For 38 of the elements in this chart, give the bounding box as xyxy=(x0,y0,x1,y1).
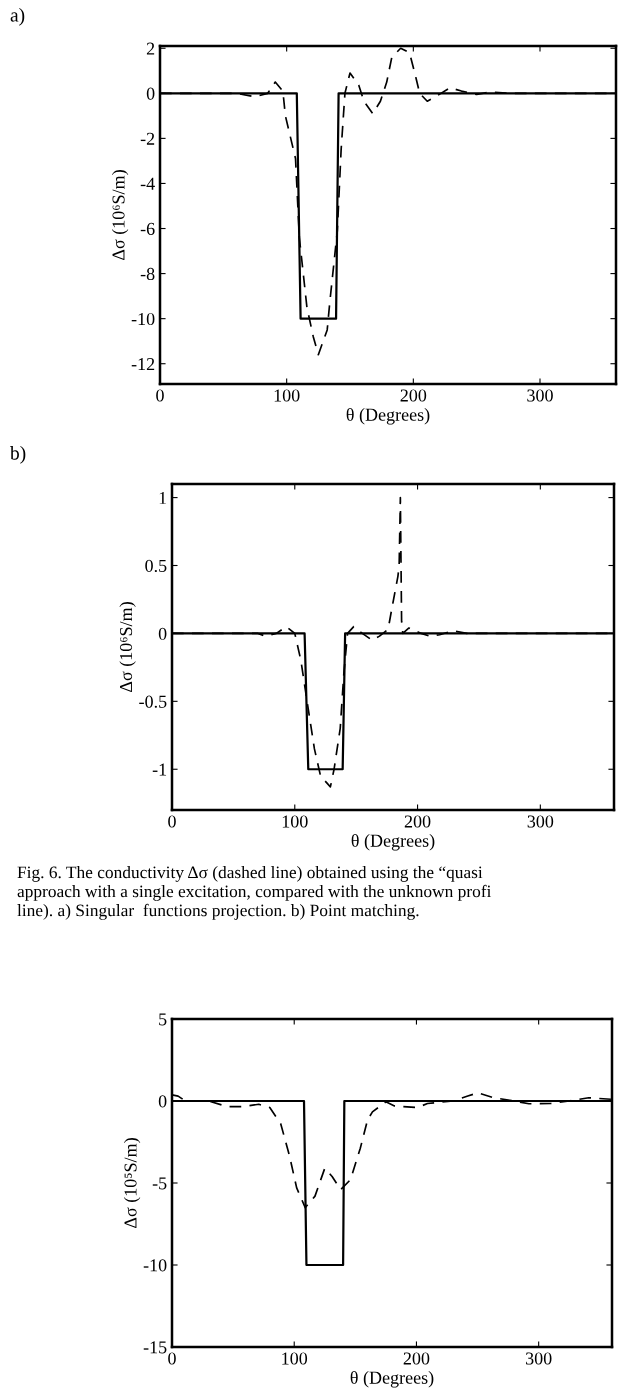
y-tick-label: -4 xyxy=(140,177,155,190)
y-tick-label: -8 xyxy=(140,267,155,281)
x-tick-label: 0 xyxy=(168,815,176,828)
x-tick-label: 200 xyxy=(403,1352,430,1365)
caption: Fig. 6. The conductivity Δσ (dashed line) obtained using the “quasi approach with a single excitation, compared with the unknown profi line). a) Singular functions projection. b) Point matching. xyxy=(17,866,492,920)
x-tick-label: 300 xyxy=(527,815,554,828)
y-tick-label: 0 xyxy=(158,627,167,640)
x-tick-label: 300 xyxy=(525,1352,552,1365)
y-axis-title: Δσ (10⁵S/m) xyxy=(123,1138,141,1228)
y-tick-label: -2 xyxy=(140,132,155,145)
y-tick-label: -12 xyxy=(131,358,155,370)
y-tick-label: 0 xyxy=(146,87,155,100)
x-tick-label: 200 xyxy=(400,389,427,402)
x-tick-label: 100 xyxy=(282,1352,308,1365)
x-axis-title: θ (Degrees) xyxy=(346,408,430,425)
y-tick-label: 1 xyxy=(159,491,167,504)
x-axis-title: θ (Degrees) xyxy=(351,834,435,851)
y-tick-label: 0.5 xyxy=(145,559,167,573)
y-tick-label: -10 xyxy=(143,1259,167,1272)
x-tick-label: 0 xyxy=(168,1352,176,1365)
y-tick-label: 0 xyxy=(158,1095,167,1108)
y-axis-title: Δσ (10⁶S/m) xyxy=(119,602,136,692)
y-tick-label: 2 xyxy=(146,42,155,55)
x-tick-label: 100 xyxy=(282,815,308,828)
x-tick-label: 300 xyxy=(527,389,553,402)
y-axis-title: Δσ (10⁶S/m) xyxy=(111,170,129,260)
y-tick-label: 5 xyxy=(159,1013,167,1026)
y-tick-label: -6 xyxy=(140,222,155,235)
chart-title: b) xyxy=(10,446,26,464)
x-axis-title: θ (Degrees) xyxy=(350,1371,434,1388)
x-tick-label: 200 xyxy=(404,815,431,828)
y-tick-label: -0.5 xyxy=(139,695,167,708)
y-tick-label: -15 xyxy=(143,1341,167,1354)
y-tick-label: -10 xyxy=(131,312,155,326)
y-tick-label: -1 xyxy=(152,763,167,776)
chart-title: a) xyxy=(10,8,25,26)
x-tick-label: 100 xyxy=(274,389,300,402)
y-tick-label: -5 xyxy=(152,1177,167,1190)
